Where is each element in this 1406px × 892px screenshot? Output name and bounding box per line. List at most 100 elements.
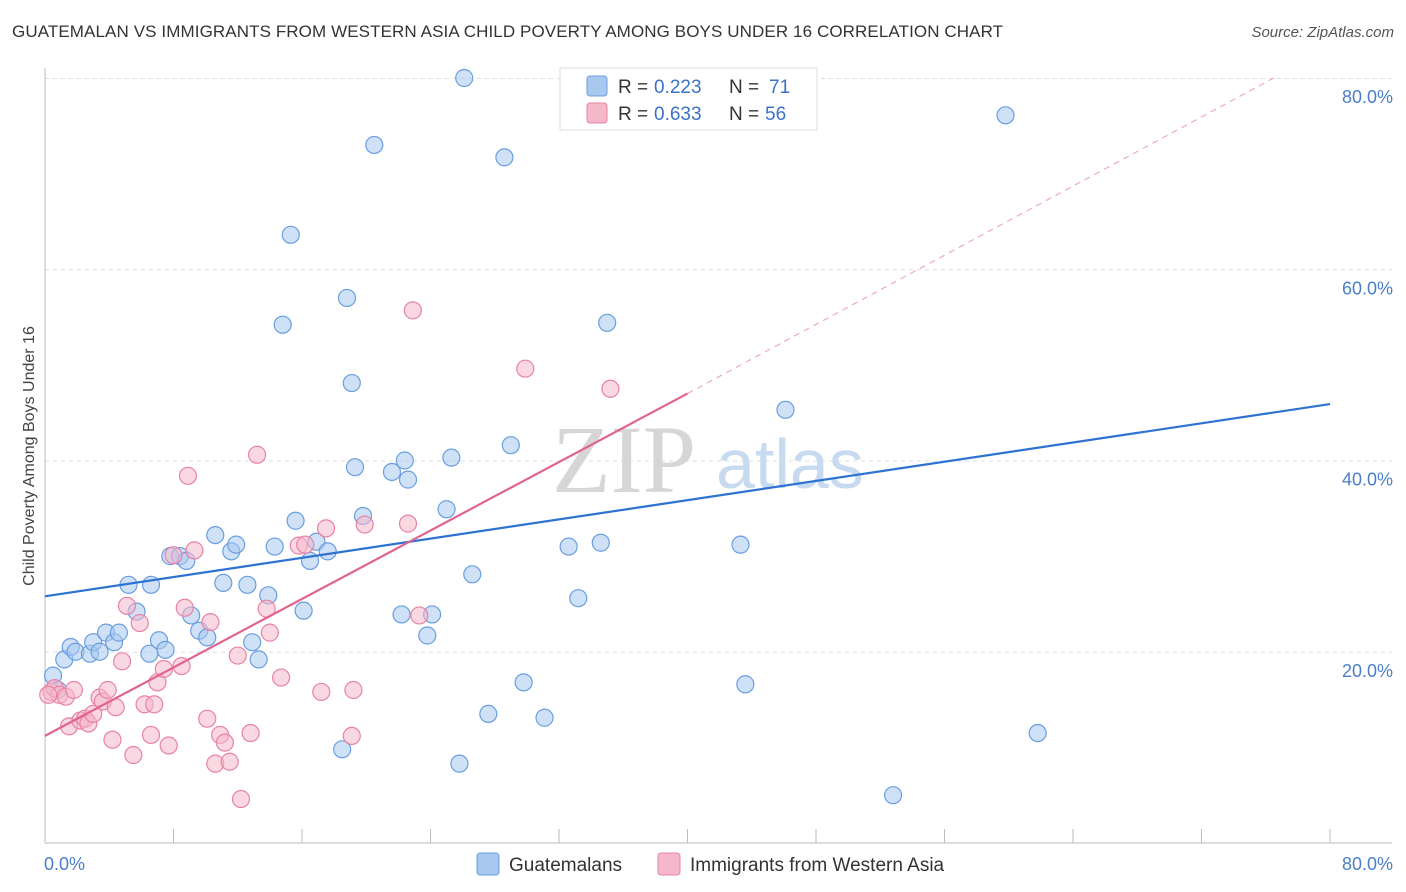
data-point bbox=[345, 458, 365, 477]
y-tick-label: 60.0% bbox=[1342, 278, 1393, 298]
data-point bbox=[39, 685, 58, 704]
data-point bbox=[418, 626, 437, 645]
data-point bbox=[516, 359, 535, 378]
data-point bbox=[117, 596, 137, 615]
tick-labels: 20.0% 40.0% 60.0% 80.0% 0.0% 80.0% bbox=[44, 87, 1393, 874]
data-point bbox=[103, 730, 122, 749]
data-point bbox=[514, 673, 533, 692]
y-tick-label: 80.0% bbox=[1342, 87, 1393, 107]
data-point bbox=[198, 628, 217, 647]
legend-n-label-1: N = bbox=[729, 77, 759, 98]
bottom-legend: Guatemalans Immigrants from Western Asia bbox=[476, 852, 945, 876]
watermark-atlas: atlas bbox=[716, 425, 864, 503]
data-point bbox=[450, 754, 469, 773]
trend-line-western-asia bbox=[44, 392, 689, 737]
data-point bbox=[569, 589, 588, 608]
trend-line-guatemalans bbox=[44, 402, 1331, 598]
legend-r-label-1: R = bbox=[618, 77, 648, 98]
bottom-legend-label-guatemalans: Guatemalans bbox=[509, 855, 622, 876]
data-point bbox=[996, 106, 1015, 125]
data-point bbox=[227, 535, 246, 554]
gridlines bbox=[45, 78, 1392, 653]
data-point bbox=[455, 68, 474, 88]
data-point bbox=[273, 315, 292, 334]
data-point bbox=[247, 445, 267, 464]
data-point bbox=[731, 535, 750, 554]
legend-r-label-2: R = bbox=[618, 104, 648, 125]
data-point bbox=[156, 640, 175, 659]
data-point bbox=[535, 708, 554, 727]
data-point bbox=[736, 675, 755, 694]
data-point bbox=[185, 541, 204, 560]
axes bbox=[44, 68, 1392, 844]
data-point bbox=[342, 726, 361, 746]
data-point bbox=[365, 135, 384, 155]
data-point bbox=[776, 400, 795, 419]
data-point bbox=[281, 225, 300, 244]
data-point bbox=[220, 752, 239, 771]
data-point bbox=[238, 575, 257, 594]
legend-swatch-blue bbox=[586, 75, 608, 97]
data-point bbox=[479, 704, 498, 724]
data-point bbox=[355, 515, 374, 534]
data-point bbox=[141, 725, 161, 745]
data-point bbox=[601, 379, 620, 398]
data-point bbox=[145, 695, 164, 714]
data-point bbox=[559, 537, 578, 556]
y-axis-label: Child Poverty Among Boys Under 16 bbox=[21, 326, 38, 586]
source-credit: Source: ZipAtlas.com bbox=[1251, 24, 1394, 41]
x-tick-label: 0.0% bbox=[44, 854, 85, 874]
data-point bbox=[90, 642, 109, 661]
data-point bbox=[159, 736, 178, 755]
bottom-legend-swatch-blue bbox=[476, 852, 500, 876]
data-point bbox=[296, 535, 315, 554]
data-point bbox=[214, 573, 233, 593]
data-point bbox=[260, 623, 279, 642]
data-point bbox=[398, 470, 418, 489]
data-point bbox=[883, 786, 903, 805]
data-point bbox=[410, 606, 429, 625]
data-point bbox=[175, 598, 194, 617]
data-point bbox=[286, 511, 305, 530]
watermark-zip: ZIP bbox=[552, 406, 696, 513]
data-point bbox=[501, 436, 520, 455]
data-point bbox=[198, 709, 217, 728]
legend-n-value-2: 56 bbox=[765, 104, 786, 125]
data-point bbox=[124, 745, 143, 765]
data-point bbox=[312, 682, 331, 702]
data-point bbox=[344, 680, 363, 700]
data-point bbox=[265, 537, 284, 556]
data-point bbox=[164, 546, 183, 565]
data-point bbox=[243, 633, 262, 652]
y-tick-label: 20.0% bbox=[1342, 661, 1393, 681]
data-point bbox=[382, 462, 402, 482]
data-point bbox=[395, 451, 414, 470]
bottom-legend-label-western-asia: Immigrants from Western Asia bbox=[690, 855, 945, 876]
data-point bbox=[495, 148, 514, 167]
data-point bbox=[1028, 723, 1047, 743]
data-point bbox=[206, 525, 225, 545]
data-point bbox=[215, 733, 234, 752]
data-point bbox=[109, 623, 128, 642]
data-point bbox=[316, 519, 336, 538]
data-point bbox=[442, 448, 461, 467]
data-point bbox=[294, 601, 313, 620]
trend-line-western-asia-extension bbox=[687, 77, 1275, 395]
data-point bbox=[392, 605, 411, 624]
data-point bbox=[64, 680, 84, 700]
data-point bbox=[178, 466, 198, 485]
legend: R = 0.223 N = 71 R = 0.633 N = 56 bbox=[559, 67, 818, 131]
legend-r-value-1: 0.223 bbox=[654, 77, 702, 98]
watermark: ZIP atlas bbox=[552, 406, 864, 513]
bottom-legend-swatch-pink bbox=[657, 852, 681, 876]
series-guatemalans bbox=[43, 68, 1047, 805]
data-point bbox=[398, 514, 418, 533]
data-point bbox=[130, 613, 149, 633]
legend-n-label-2: N = bbox=[729, 104, 759, 125]
legend-r-value-2: 0.633 bbox=[654, 104, 702, 125]
data-point bbox=[249, 650, 268, 669]
trend-lines bbox=[44, 77, 1331, 737]
legend-n-value-1: 71 bbox=[769, 77, 790, 98]
data-point bbox=[463, 565, 482, 584]
